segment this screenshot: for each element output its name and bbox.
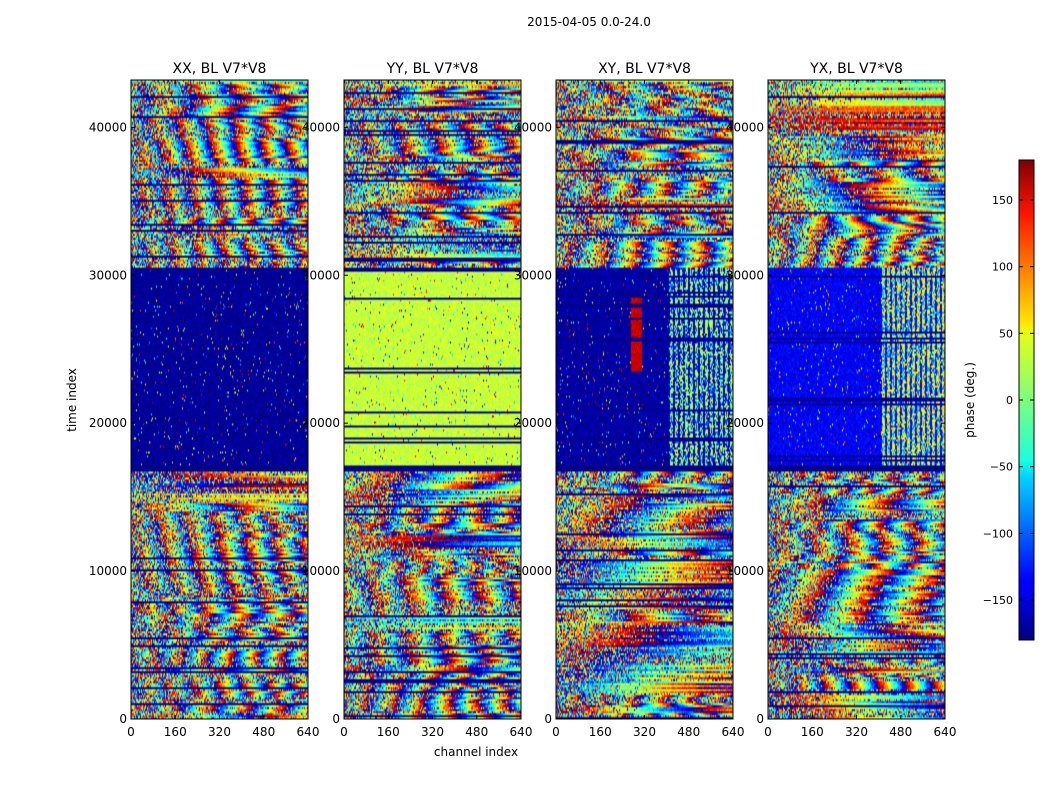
panel-1: XX, BL V7*V8 0 160 320 480 640 0 10000 20000 3000… (89, 61, 320, 739)
y-tick-label: 40000 (514, 120, 552, 134)
x-axis-label: channel index (434, 745, 518, 759)
panel-title: YY, BL V7*V8 (386, 61, 479, 77)
x-tick-label: 320 (421, 725, 444, 739)
y-tick-label: 10000 (514, 564, 552, 578)
y-axis-label: time index (65, 368, 79, 432)
y-tick-label: 20000 (302, 416, 340, 430)
y-tick-label: 30000 (302, 268, 340, 282)
y-tick-label: 20000 (514, 416, 552, 430)
panel-2: YY, BL V7*V8 0 160 320 480 640 0 10000 20000 3000… (302, 61, 533, 739)
y-tick-label: 40000 (726, 120, 764, 134)
colorbar: −150 −100 −50 0 50 100 150 phase (deg.) (963, 159, 1035, 641)
y-tick-label: 10000 (302, 564, 340, 578)
x-tick-label: 640 (722, 725, 745, 739)
colorbar-tick-label: 100 (992, 261, 1013, 274)
x-tick-label: 640 (510, 725, 533, 739)
x-tick-label: 0 (764, 725, 772, 739)
y-tick-label: 0 (332, 712, 340, 726)
colorbar-tick-label: −150 (983, 594, 1013, 607)
panel-4: YX, BL V7*V8 0 160 320 480 640 0 10000 20000 3000… (726, 61, 957, 739)
colorbar-tick-label: −100 (983, 527, 1013, 540)
y-tick-label: 0 (544, 712, 552, 726)
heatmap-3 (556, 80, 733, 719)
figure-suptitle: 2015-04-05 0.0-24.0 (527, 15, 651, 29)
colorbar-label: phase (deg.) (963, 362, 977, 438)
colorbar-tick-label: 150 (992, 194, 1013, 207)
y-tick-label: 40000 (302, 120, 340, 134)
colorbar-tick-label: 50 (999, 327, 1013, 340)
panel-title: YX, BL V7*V8 (809, 61, 903, 77)
y-tick-label: 40000 (89, 120, 127, 134)
x-tick-label: 320 (208, 725, 231, 739)
y-tick-label: 20000 (726, 416, 764, 430)
colorbar-ticks: −150 −100 −50 0 50 100 150 (983, 194, 1034, 607)
x-tick-label: 0 (127, 725, 135, 739)
colorbar-tick-label: 0 (1006, 394, 1013, 407)
x-tick-label: 320 (633, 725, 656, 739)
y-tick-label: 0 (119, 712, 127, 726)
x-tick-label: 0 (340, 725, 348, 739)
x-tick-label: 640 (934, 725, 957, 739)
x-tick-label: 480 (465, 725, 488, 739)
x-tick-label: 640 (297, 725, 320, 739)
heatmap-4 (768, 80, 945, 719)
x-tick-label: 480 (252, 725, 275, 739)
x-tick-label: 480 (677, 725, 700, 739)
y-tick-label: 30000 (89, 268, 127, 282)
x-tick-label: 320 (845, 725, 868, 739)
x-tick-label: 160 (801, 725, 824, 739)
y-tick-label: 10000 (726, 564, 764, 578)
panel-title: XY, BL V7*V8 (598, 61, 691, 77)
x-tick-label: 160 (589, 725, 612, 739)
y-tick-label: 10000 (89, 564, 127, 578)
x-tick-label: 0 (552, 725, 560, 739)
y-tick-label: 20000 (89, 416, 127, 430)
y-tick-label: 30000 (726, 268, 764, 282)
x-tick-label: 160 (377, 725, 400, 739)
x-tick-label: 480 (889, 725, 912, 739)
y-tick-label: 0 (756, 712, 764, 726)
y-tick-label: 30000 (514, 268, 552, 282)
x-tick-label: 160 (164, 725, 187, 739)
colorbar-tick-label: −50 (990, 461, 1013, 474)
heatmap-2 (344, 80, 521, 719)
heatmap-1 (131, 80, 308, 719)
panel-3: XY, BL V7*V8 0 160 320 480 640 0 10000 20000 3000… (514, 61, 745, 739)
panels: XX, BL V7*V8 0 160 320 480 640 0 10000 20000 3000… (89, 61, 957, 739)
panel-title: XX, BL V7*V8 (173, 61, 267, 77)
